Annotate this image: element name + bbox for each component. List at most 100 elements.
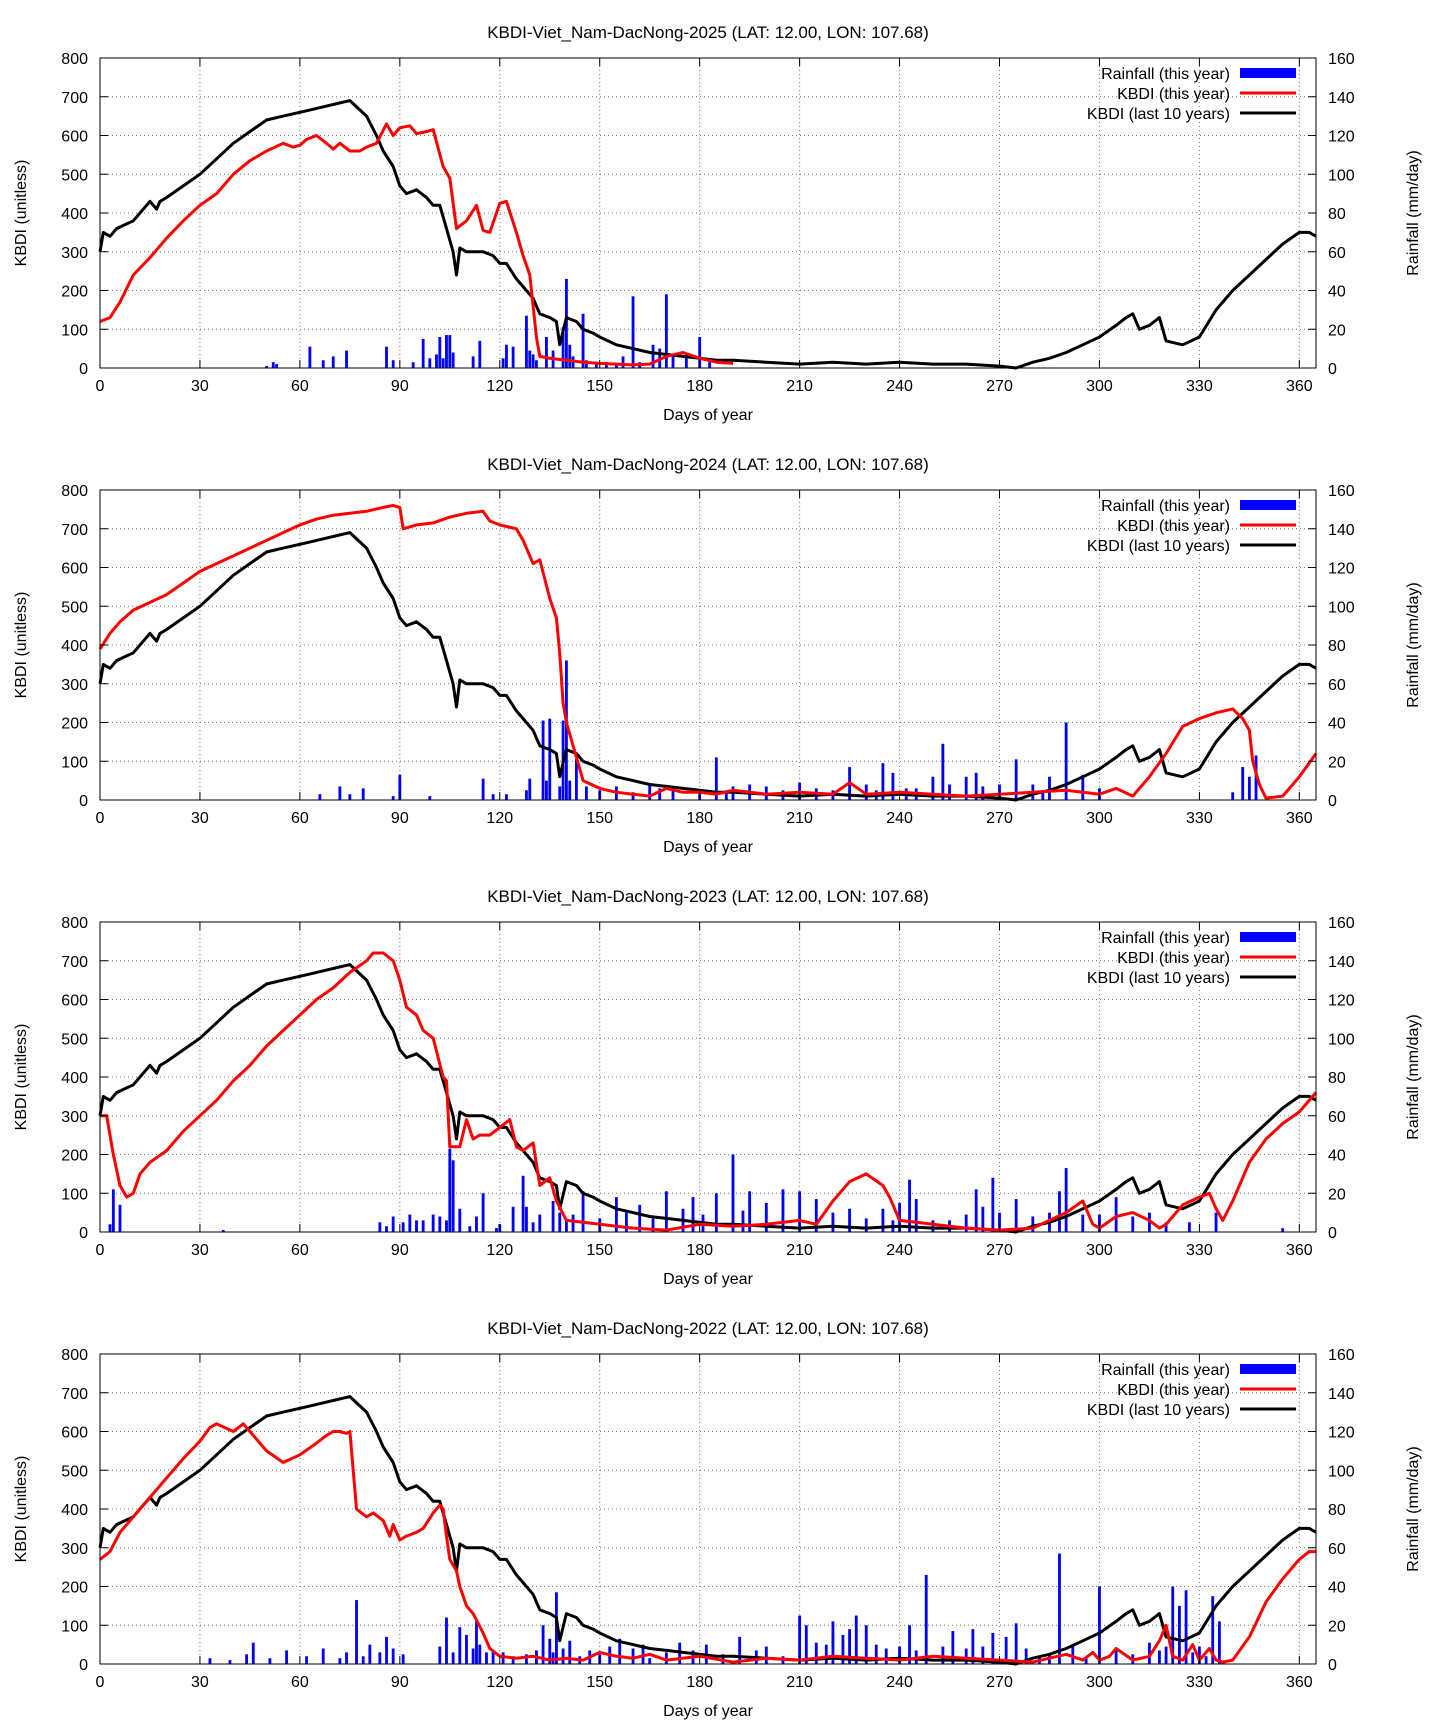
x-tick-label: 210 [786, 378, 813, 395]
y2-tick-label: 160 [1328, 483, 1355, 500]
rainfall-bar [471, 1648, 475, 1664]
grid-lines [100, 490, 1316, 800]
x-tick-label: 90 [391, 378, 409, 395]
rainfall-bar [951, 1631, 955, 1664]
rainfall-bar [421, 1220, 425, 1232]
rainfall-bar [321, 1648, 325, 1664]
rainfall-bar [848, 1629, 852, 1664]
rainfall-bar [1084, 1658, 1088, 1664]
rainfall-bar [1191, 1652, 1195, 1664]
kbdi-this-year-line [100, 951, 1318, 1232]
x-tick-label: 240 [886, 810, 913, 827]
y-tick-label: 0 [79, 1657, 88, 1674]
legend: Rainfall (this year) KBDI (this year) KBDI… [1087, 1362, 1296, 1419]
rainfall-bar [831, 1212, 835, 1232]
rainfall-bar [931, 1220, 935, 1232]
rainfall-bar [538, 1214, 542, 1232]
grid-lines [100, 922, 1316, 1232]
rainfall-bar [435, 354, 438, 368]
rainfall-bar [561, 1648, 565, 1664]
x-tick-label: 60 [291, 810, 309, 827]
rainfall-bar [568, 780, 572, 800]
rainfall-bar [874, 1644, 878, 1664]
rainfall-bar [345, 350, 348, 368]
rainfall-bar [1217, 1621, 1221, 1664]
rainfall-bar [574, 759, 578, 800]
x-tick-label: 30 [191, 378, 209, 395]
rainfall-bar [1004, 1636, 1008, 1664]
y-tick-label: 500 [61, 599, 88, 616]
rainfall-bar [664, 1191, 668, 1232]
rainfall-bar [974, 772, 978, 800]
y-axis-right: 0 20 40 60 80 100 120 140 160 [1308, 483, 1355, 810]
y-tick-label: 600 [61, 993, 88, 1010]
rainfall-bar [458, 1627, 462, 1664]
rainfall-bar [511, 346, 515, 368]
rainfall-bar [1014, 1199, 1018, 1232]
rainfall-bar [614, 364, 618, 368]
rainfall-bar [891, 772, 895, 800]
rainfall-bar [724, 790, 728, 800]
rainfall-bar [305, 1656, 308, 1664]
y2-tick-label: 140 [1328, 954, 1355, 971]
rainfall-bar [848, 1208, 852, 1232]
kbdi-this-year-line [98, 504, 1318, 800]
rainfall-bar [348, 794, 352, 800]
rainfall-bar [355, 1600, 358, 1664]
y2-tick-label: 160 [1328, 1347, 1355, 1364]
rainfall-bar [964, 1214, 968, 1232]
rainfall-bar [814, 1199, 818, 1232]
kbdi-panel: KBDI-Viet_Nam-DacNong-2023 (LAT: 12.00, … [13, 887, 1422, 1288]
rainfall-bar [1148, 1212, 1151, 1232]
x-tick-label: 210 [786, 810, 813, 827]
rainfall-bar [1231, 792, 1235, 800]
rainfall-bar [1041, 790, 1045, 800]
x-tick-label: 210 [786, 1242, 813, 1259]
kbdi-panel: KBDI-Viet_Nam-DacNong-2024 (LAT: 12.00, … [13, 455, 1422, 856]
rainfall-bar [1058, 1191, 1061, 1232]
rainfall-bar [658, 788, 662, 800]
rainfall-bar [814, 1642, 818, 1664]
legend-label: KBDI (last 10 years) [1087, 970, 1230, 987]
rainfall-bar [118, 1204, 122, 1232]
rainfall-bar [651, 1218, 655, 1232]
y-tick-label: 400 [61, 206, 88, 223]
rainfall-bar [1158, 1650, 1161, 1664]
x-axis-label: Days of year [663, 1703, 753, 1720]
rainfall-bar [1131, 1216, 1135, 1232]
rainfall-bar [881, 763, 885, 800]
rainfall-bar [378, 1652, 382, 1664]
rainfall-bar [361, 788, 365, 800]
y-tick-label: 100 [61, 1618, 88, 1635]
x-tick-label: 120 [486, 378, 513, 395]
rainfall-bar [525, 790, 528, 800]
rainfall-bar [691, 1197, 695, 1232]
legend: Rainfall (this year) KBDI (this year) KBDI… [1087, 498, 1296, 555]
legend: Rainfall (this year) KBDI (this year) KBDI… [1087, 930, 1296, 987]
x-tick-label: 270 [986, 810, 1013, 827]
rainfall-bar [448, 335, 452, 368]
rainfall-bar [991, 1177, 995, 1232]
rainfall-bar [445, 1617, 448, 1664]
x-tick-label: 240 [886, 1242, 913, 1259]
legend-swatch-bar [1240, 500, 1296, 510]
rainfall-bar [478, 340, 482, 368]
rainfall-bar [511, 1206, 515, 1232]
rainfall-bar [1187, 1222, 1191, 1232]
rainfall-bar [698, 337, 702, 368]
y2-tick-label: 80 [1328, 1070, 1346, 1087]
rainfall-bar [108, 1224, 112, 1232]
rainfall-bar [1177, 1605, 1181, 1664]
rainfall-bar [931, 776, 935, 800]
rainfall-bar [431, 1214, 435, 1232]
rainfall-bar [648, 784, 652, 800]
rainfall-bar [1058, 1553, 1061, 1664]
y2-tick-label: 160 [1328, 51, 1355, 68]
y-tick-label: 800 [61, 1347, 88, 1364]
y2-tick-label: 120 [1328, 993, 1355, 1010]
legend-label: Rainfall (this year) [1101, 930, 1230, 947]
rainfall-bars [108, 1148, 1285, 1232]
y2-axis-label: Rainfall (mm/day) [1405, 582, 1422, 707]
y-tick-label: 400 [61, 1070, 88, 1087]
rainfall-bar [531, 1222, 535, 1232]
